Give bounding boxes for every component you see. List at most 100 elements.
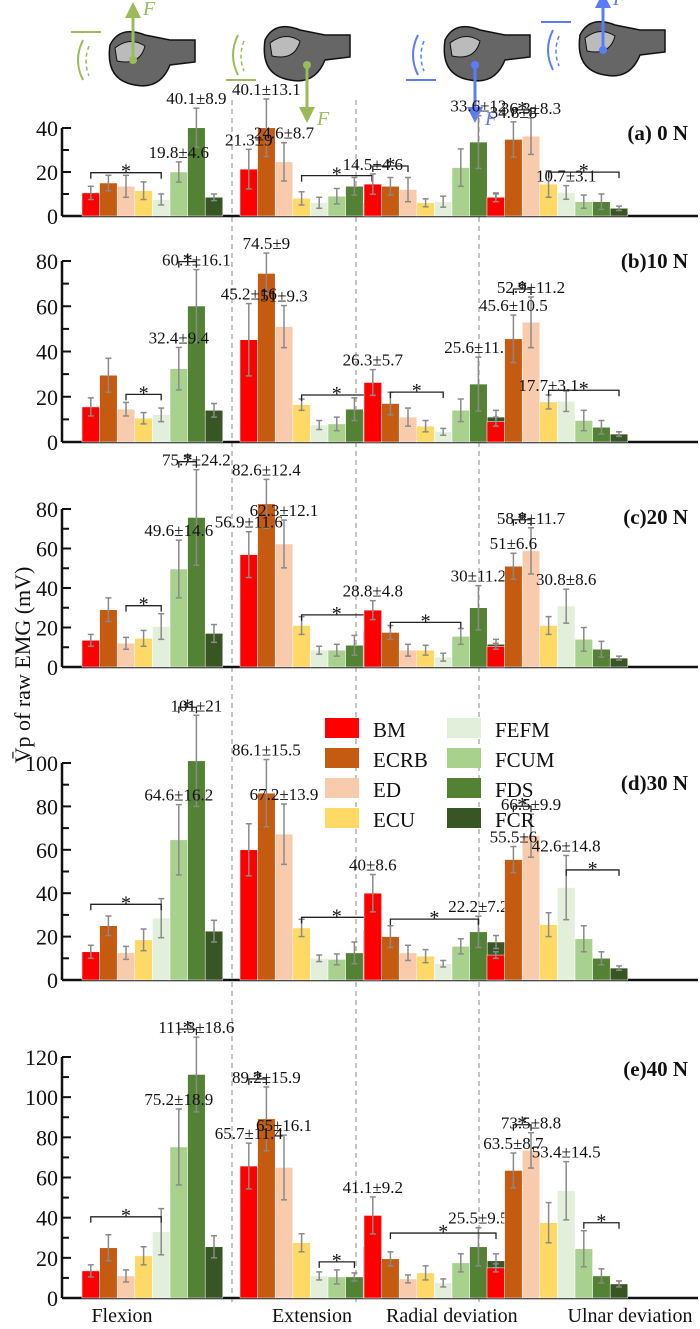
significance-bracket bbox=[125, 605, 162, 612]
significance-bracket bbox=[125, 393, 162, 401]
data-label: 32.4±9.4 bbox=[149, 328, 210, 347]
significance-bracket bbox=[512, 519, 532, 526]
rotation-arrow-icon bbox=[85, 45, 90, 77]
y-tick-label: 20 bbox=[36, 616, 58, 641]
data-label: 40.1±13.1 bbox=[232, 80, 301, 99]
significance-star: * bbox=[253, 1067, 263, 1089]
data-label: 40.1±8.9 bbox=[166, 89, 226, 108]
significance-star: * bbox=[517, 794, 527, 816]
category-label: Flexion bbox=[91, 1305, 152, 1327]
force-arrowhead bbox=[125, 2, 141, 18]
significance-star: * bbox=[332, 1250, 342, 1272]
panel-title: (e)40 N bbox=[623, 1057, 688, 1081]
bar-group-ulnar-deviation: 51±6.6 58.8±11.7 30.8±8.6 * bbox=[486, 508, 629, 668]
data-label: 51±9.3 bbox=[260, 287, 308, 306]
data-label: 19.8±4.6 bbox=[149, 143, 209, 162]
significance-star: * bbox=[385, 154, 395, 176]
data-label: 66.5±9.9 bbox=[501, 795, 561, 814]
significance-star: * bbox=[438, 1221, 448, 1243]
significance-star: * bbox=[121, 1205, 131, 1227]
y-tick-label: 20 bbox=[36, 160, 58, 185]
y-tick-label: 120 bbox=[25, 1045, 58, 1070]
rotation-arrow-icon bbox=[412, 34, 419, 76]
y-tick-label: 60 bbox=[36, 537, 58, 562]
category-label: Extension bbox=[272, 1305, 352, 1327]
data-label: 25.6±11.9 bbox=[444, 338, 512, 357]
significance-bracket bbox=[583, 1222, 620, 1229]
significance-star: * bbox=[139, 382, 149, 404]
significance-bracket bbox=[300, 175, 373, 182]
y-tick-label: 20 bbox=[36, 385, 58, 410]
data-label: 28.8±4.8 bbox=[343, 582, 403, 601]
legend: BM ECRB ED ECU FEFM FCUM FDS FCR bbox=[325, 718, 555, 832]
significance-star: * bbox=[421, 610, 431, 632]
data-label: 25.5±9.5 bbox=[448, 1209, 508, 1228]
legend-label-ecu: ECU bbox=[373, 808, 415, 832]
data-label: 51±6.6 bbox=[490, 534, 538, 553]
data-label: 26.3±5.7 bbox=[343, 351, 404, 370]
fist-highlight bbox=[269, 36, 301, 58]
data-label: 45.2±16 bbox=[221, 285, 277, 304]
data-label: 24.6±8.7 bbox=[254, 124, 315, 143]
significance-star: * bbox=[139, 594, 149, 616]
y-tick-label: 80 bbox=[36, 794, 58, 819]
y-tick-label: 40 bbox=[36, 116, 58, 141]
significance-star: * bbox=[579, 160, 589, 182]
significance-star: * bbox=[596, 1211, 606, 1233]
y-tick-label: 60 bbox=[36, 294, 58, 319]
force-icons: F F F F bbox=[71, 0, 666, 130]
fist-icon-radial-deviation: F bbox=[406, 25, 531, 130]
legend-swatch-ecu bbox=[325, 808, 359, 828]
significance-star: * bbox=[183, 1017, 193, 1039]
fist-highlight bbox=[584, 31, 616, 53]
fist-highlight bbox=[114, 41, 146, 63]
panel-title: (d)30 N bbox=[621, 771, 688, 795]
panel-1: 0 20 40 (a) 0 N 19.8±4.6 40.1±8.9 * 21.3±9 40.1±… bbox=[36, 80, 698, 229]
bar-group-radial-deviation: 41.1±9.2 25.5±9.5* bbox=[343, 1178, 509, 1299]
fist-icon-extension: F bbox=[226, 25, 351, 130]
bar-group-radial-deviation: 28.8±4.8 30±11.2 * bbox=[343, 567, 506, 668]
bar-group-radial-deviation: 40±8.6 22.2±7.2 * bbox=[349, 856, 509, 981]
bar-ed bbox=[521, 1150, 541, 1299]
rotation-arrow-icon bbox=[77, 39, 84, 81]
bar-ecrb bbox=[504, 859, 523, 981]
significance-star: * bbox=[183, 450, 193, 472]
y-tick-label: 40 bbox=[36, 576, 58, 601]
bar-group-flexion: 32.4±9.460.1±16.1** bbox=[81, 250, 231, 443]
legend-swatch-fcum bbox=[447, 748, 481, 768]
data-label: 64.6±16.2 bbox=[144, 786, 213, 805]
bar-group-flexion: 19.8±4.6 40.1±8.9 * bbox=[81, 89, 227, 217]
legend-swatch-bm bbox=[325, 718, 359, 738]
panel-title: (c)20 N bbox=[623, 505, 688, 529]
force-point bbox=[129, 56, 137, 64]
fist-icon-flexion: F bbox=[71, 0, 196, 87]
significance-bracket bbox=[178, 1028, 198, 1036]
data-label: 22.2±7.2 bbox=[448, 897, 508, 916]
significance-star: * bbox=[579, 378, 589, 400]
y-tick-label: 0 bbox=[47, 968, 58, 993]
data-label: 53.4±14.5 bbox=[532, 1143, 601, 1162]
fist-icon-ulnar-deviation: F bbox=[541, 0, 666, 77]
y-tick-label: 100 bbox=[25, 1085, 58, 1110]
significance-bracket bbox=[90, 172, 162, 179]
legend-swatch-ed bbox=[325, 778, 359, 798]
force-label: F bbox=[612, 0, 626, 10]
significance-star: * bbox=[332, 164, 342, 186]
significance-star: * bbox=[517, 98, 527, 120]
rotation-arrow-icon bbox=[555, 35, 560, 67]
data-label: 111.3±18.6 bbox=[158, 1018, 234, 1037]
rotation-arrow-icon bbox=[240, 40, 245, 72]
significance-bracket bbox=[512, 109, 532, 116]
significance-star: * bbox=[121, 892, 131, 914]
bar-group-extension: 21.3±9 40.1±13.1 24.6±8.7 * bbox=[225, 80, 382, 217]
category-label: Radial deviation bbox=[386, 1305, 518, 1327]
data-label: 86.1±15.5 bbox=[232, 741, 301, 760]
data-label: 56.9±11.6 bbox=[215, 513, 283, 532]
force-label: F bbox=[484, 108, 498, 130]
legend-label-fds: FDS bbox=[495, 778, 534, 802]
significance-bracket bbox=[372, 165, 409, 172]
